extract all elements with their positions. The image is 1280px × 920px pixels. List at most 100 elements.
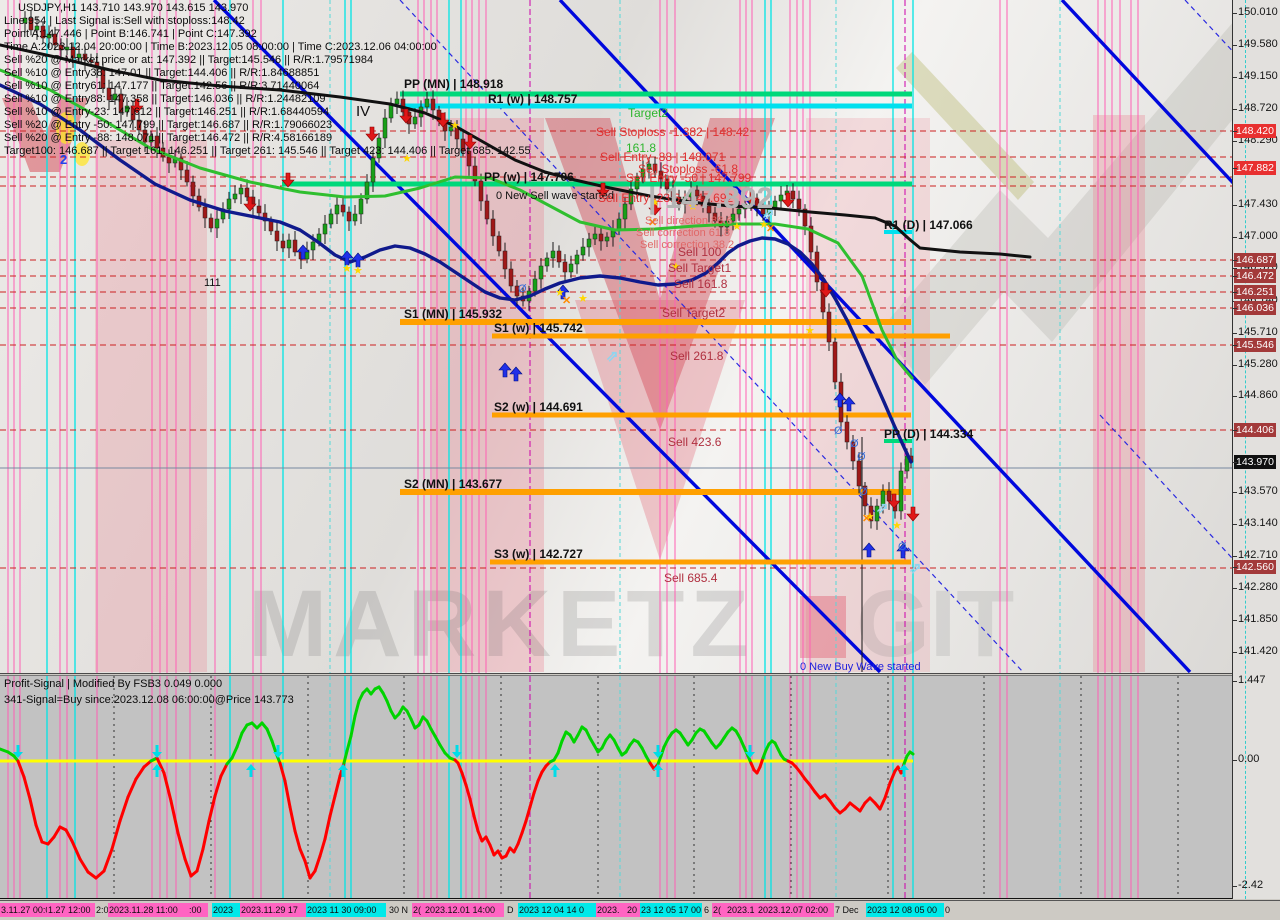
candle-body [106, 87, 112, 101]
star-icon: ★ [892, 520, 902, 532]
sell-arrow-icon[interactable] [745, 190, 759, 206]
info-line: Line:954 | Last Signal is:Sell with stop… [4, 15, 245, 27]
sell-arrow-icon[interactable] [399, 108, 413, 124]
chart-annotation: Sell direction 88.6 [645, 215, 732, 227]
candle-body [412, 116, 418, 125]
candle-body [202, 206, 208, 219]
hollow-arrow-icon: ⇗ [876, 500, 889, 517]
price-badge: 147.882 [1234, 161, 1276, 175]
buy-arrow-icon[interactable] [351, 252, 365, 268]
buy-arrow-icon[interactable] [862, 542, 876, 558]
buy-arrow-icon[interactable] [340, 250, 354, 266]
signal-up-arrow-icon[interactable] [899, 764, 909, 777]
ma-green[interactable] [0, 68, 914, 380]
sell-arrow-icon[interactable] [596, 182, 610, 198]
signal-up-arrow-icon[interactable] [246, 764, 256, 777]
price-badge: 146.251 [1234, 285, 1276, 299]
chart-annotation: Sell Entry -50 | 147.799 [626, 171, 752, 185]
signal-down-arrow-icon[interactable] [13, 745, 23, 758]
buy-arrow-icon[interactable] [509, 366, 523, 382]
signal-line [110, 819, 122, 851]
tick-mark [1233, 652, 1237, 653]
sell-arrow-icon[interactable] [130, 98, 144, 114]
sell-arrow-icon[interactable] [243, 196, 257, 212]
price-tick: 142.280 [1238, 581, 1278, 593]
signal-line [265, 727, 274, 743]
price-badge: 146.036 [1234, 301, 1276, 315]
signal-line [323, 814, 332, 841]
signal-up-arrow-icon[interactable] [338, 764, 348, 777]
signal-down-arrow-icon[interactable] [273, 745, 283, 758]
signal-down-arrow-icon[interactable] [152, 745, 162, 758]
sell-arrow-icon[interactable] [819, 282, 833, 298]
sell-arrow-icon[interactable] [906, 506, 920, 522]
candle-body [226, 198, 232, 210]
candle-body [40, 25, 46, 39]
sell-arrow-icon[interactable] [648, 200, 662, 216]
price-tick: 148.720 [1238, 102, 1278, 114]
signal-up-arrow-icon[interactable] [653, 764, 663, 777]
trendline[interactable] [1060, 0, 1232, 233]
tick-mark [1233, 77, 1237, 78]
time-label: 2023 12 08 05 00 [866, 903, 944, 917]
buy-arrow-icon[interactable] [498, 362, 512, 378]
candle-body [664, 178, 670, 190]
signal-down-arrow-icon[interactable] [452, 745, 462, 758]
candle-body [694, 189, 700, 197]
signal-up-arrow-icon[interactable] [152, 764, 162, 777]
main-chart-canvas[interactable]: MARKETZ GIT★ ★★★★ ★★★★★ ★★★★✕✕ ✕✕⇗⇗⇗⇗ØØØØØØPP… [0, 0, 1232, 673]
signal-down-arrow-icon[interactable] [653, 745, 663, 758]
time-label: 2( [712, 903, 726, 917]
buy-arrow-icon[interactable] [896, 543, 910, 559]
sell-arrow-icon[interactable] [463, 134, 477, 150]
signal-line [155, 756, 166, 775]
buy-arrow-icon[interactable] [296, 244, 310, 260]
circle-marker-icon: Ø [898, 541, 907, 553]
candle-body [712, 212, 718, 222]
ma-navy[interactable] [0, 83, 913, 464]
sell-arrow-icon[interactable] [436, 112, 450, 128]
buy-arrow-icon[interactable] [556, 284, 570, 300]
current-session-vline [1245, 0, 1246, 899]
candle-body [622, 203, 628, 220]
star-icon: ★ [759, 219, 769, 231]
sell-arrow-icon[interactable] [365, 126, 379, 142]
signal-line [520, 819, 528, 835]
signal-down-arrow-icon[interactable] [745, 745, 755, 758]
signal-line [207, 794, 217, 823]
chart-annotation: 111 [204, 277, 221, 289]
chart-annotation: Sell Stoploss -1.382 | 148.42 [596, 125, 750, 139]
buy-arrow-icon[interactable] [833, 392, 847, 408]
signal-line [240, 723, 249, 735]
tick-mark [1233, 205, 1237, 206]
info-line: Point A:147.446 | Point B:146.741 | Poin… [4, 28, 257, 40]
candle-body [70, 46, 76, 59]
signal-line [908, 750, 915, 756]
profit-signal-panel[interactable]: Profit-Signal | Modified By FSB3 0.049 0… [0, 675, 1232, 899]
ma-black[interactable] [0, 43, 1032, 259]
buy-arrow-icon[interactable] [842, 396, 856, 412]
signal-line [318, 837, 327, 858]
signal-line [560, 730, 568, 743]
candle-body [214, 218, 220, 229]
orange-x-icon: ✕ [862, 513, 871, 525]
star-icon: ★ [732, 221, 742, 233]
chart-annotation: S2 (MN) | 143.677 [404, 477, 502, 491]
sell-arrow-icon[interactable] [781, 192, 795, 208]
main-chart[interactable]: MARKETZ GIT ★ ★ ★ ★ ★ ★ ★ ★ ★ ★ ★ ★ ★ ★ ✕ ✕ ✕ ✕ ⇗ ⇗ ⇗ ⇗ Ø Ø Ø Ø Ø Ø PP… [0, 0, 1232, 674]
tick-mark [1233, 396, 1237, 397]
signal-up-arrow-icon[interactable] [550, 764, 560, 777]
sell-arrow-icon[interactable] [887, 493, 901, 509]
sell-arrow-icon[interactable] [281, 172, 295, 188]
oscillator-canvas[interactable]: Profit-Signal | Modified By FSB3 0.049 0… [0, 676, 1232, 898]
chart-annotation: Sell 100 [678, 245, 722, 259]
star-icon: ★ [671, 261, 681, 273]
signal-line [46, 835, 56, 846]
candle-body [604, 236, 610, 242]
candle-body [364, 181, 370, 200]
signal-line [385, 699, 393, 713]
info-line: Sell %20 @ Market price or at: 147.392 |… [4, 54, 374, 66]
candle-body [802, 208, 808, 227]
tick-mark [1233, 588, 1237, 589]
signal-line [28, 797, 38, 827]
